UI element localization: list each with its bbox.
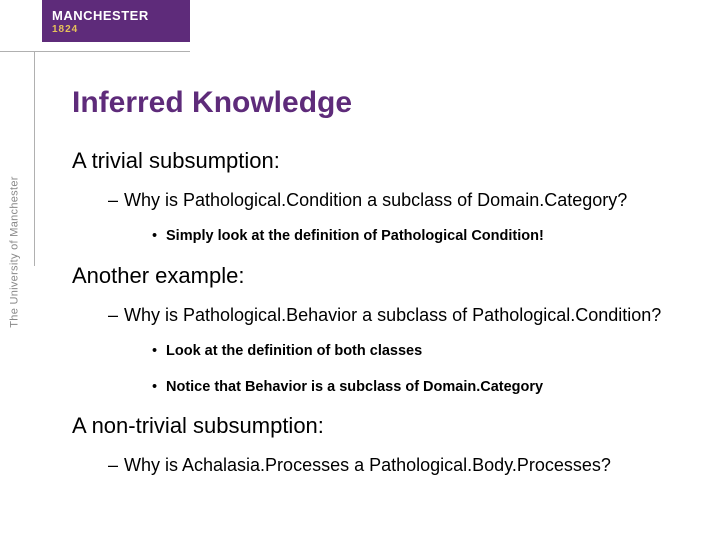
bullet-subsub-1a-i: Simply look at the definition of Patholo… (152, 226, 700, 246)
slide-content: Inferred Knowledge A trivial subsumption… (72, 86, 700, 492)
brand-logo: MANCHESTER 1824 (42, 0, 190, 42)
slide-container: MANCHESTER 1824 The University of Manche… (0, 0, 720, 540)
bullet-sub-2a: Why is Pathological.Behavior a subclass … (108, 303, 700, 327)
brand-side-text: The University of Manchester (9, 176, 21, 327)
bullet-top-1: A trivial subsumption: (72, 148, 700, 174)
slide-title: Inferred Knowledge (72, 86, 700, 120)
brand-year: 1824 (52, 24, 190, 35)
bullet-sub-1a: Why is Pathological.Condition a subclass… (108, 188, 700, 212)
bullet-sub-3a: Why is Achalasia.Processes a Pathologica… (108, 453, 700, 477)
divider-horizontal (0, 51, 190, 52)
bullet-top-2: Another example: (72, 263, 700, 289)
bullet-top-3: A non-trivial subsumption: (72, 413, 700, 439)
divider-vertical (34, 51, 35, 266)
brand-name: MANCHESTER (52, 8, 190, 23)
brand-side-text-wrap: The University of Manchester (4, 58, 26, 258)
bullet-subsub-2a-ii: Notice that Behavior is a subclass of Do… (152, 377, 700, 397)
bullet-subsub-2a-i: Look at the definition of both classes (152, 341, 700, 361)
